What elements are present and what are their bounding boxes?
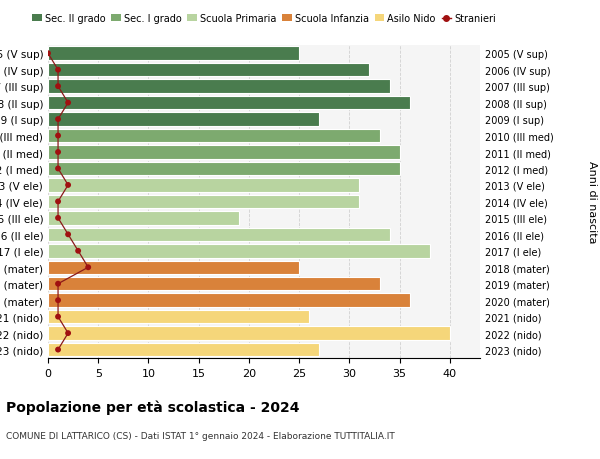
Bar	[48, 162, 400, 176]
Bar	[48, 261, 299, 274]
Bar	[48, 294, 410, 307]
Point	[63, 182, 73, 189]
Bar	[48, 245, 430, 258]
Bar	[48, 129, 380, 143]
Point	[63, 100, 73, 107]
Bar	[48, 195, 359, 209]
Bar	[48, 47, 299, 61]
Bar	[48, 113, 319, 127]
Point	[53, 116, 63, 123]
Bar	[48, 310, 309, 324]
Text: COMUNE DI LATTARICO (CS) - Dati ISTAT 1° gennaio 2024 - Elaborazione TUTTITALIA.: COMUNE DI LATTARICO (CS) - Dati ISTAT 1°…	[6, 431, 395, 441]
Point	[53, 215, 63, 222]
Point	[53, 313, 63, 321]
Point	[53, 280, 63, 288]
Bar	[48, 343, 319, 357]
Point	[53, 83, 63, 90]
Point	[53, 297, 63, 304]
Point	[53, 149, 63, 157]
Bar	[48, 146, 400, 159]
Bar	[48, 327, 450, 340]
Point	[53, 346, 63, 353]
Point	[53, 165, 63, 173]
Point	[73, 247, 83, 255]
Text: Popolazione per età scolastica - 2024: Popolazione per età scolastica - 2024	[6, 399, 299, 414]
Point	[53, 67, 63, 74]
Legend: Sec. II grado, Sec. I grado, Scuola Primaria, Scuola Infanzia, Asilo Nido, Stran: Sec. II grado, Sec. I grado, Scuola Prim…	[28, 10, 500, 28]
Point	[83, 264, 93, 271]
Point	[43, 50, 53, 58]
Bar	[48, 277, 380, 291]
Point	[53, 133, 63, 140]
Bar	[48, 80, 389, 94]
Bar	[48, 179, 359, 192]
Point	[63, 231, 73, 239]
Point	[63, 330, 73, 337]
Bar	[48, 228, 389, 241]
Bar	[48, 212, 239, 225]
Bar	[48, 97, 410, 110]
Point	[53, 198, 63, 206]
Bar	[48, 64, 370, 77]
Text: Anni di nascita: Anni di nascita	[587, 161, 597, 243]
